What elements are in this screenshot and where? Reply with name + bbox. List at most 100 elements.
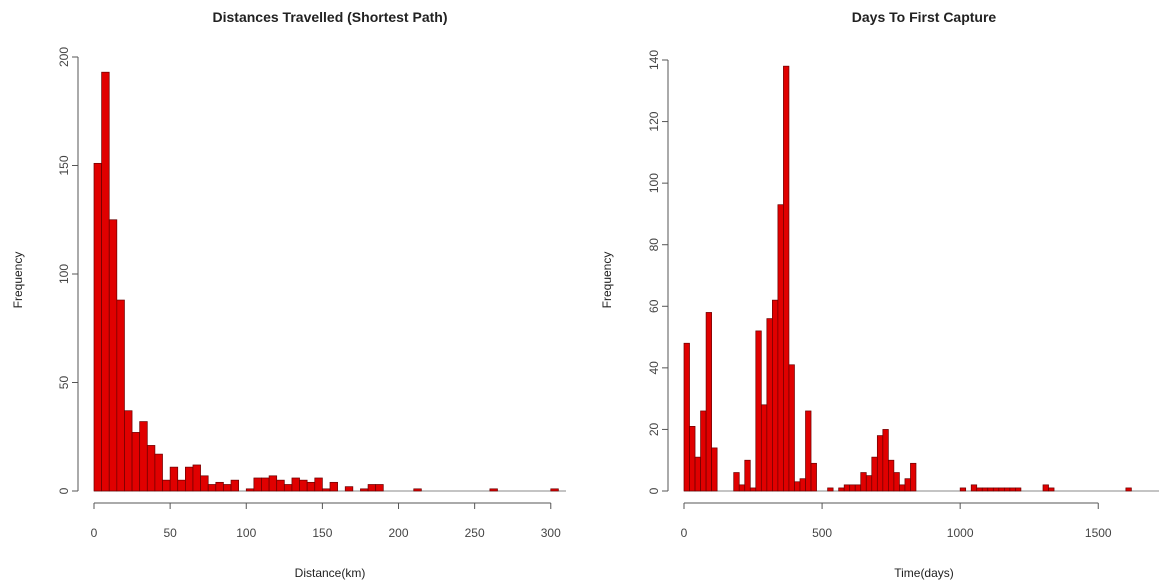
- distance-bar: [254, 478, 262, 491]
- capture-y-tick-label: 40: [647, 361, 661, 375]
- capture-bar: [739, 485, 745, 491]
- distance-x-tick-label: 0: [91, 526, 98, 540]
- distance-bar: [345, 487, 353, 491]
- distance-bar: [315, 478, 323, 491]
- x-axis-label-capture: Time(days): [894, 566, 954, 580]
- distance-bar: [490, 489, 498, 491]
- distance-bar: [292, 478, 300, 491]
- capture-bar: [684, 343, 690, 491]
- distance-x-tick-label: 150: [312, 526, 332, 540]
- capture-bar: [706, 312, 712, 491]
- capture-bar: [806, 411, 812, 491]
- capture-bar: [861, 473, 867, 491]
- distance-x-tick-label: 250: [465, 526, 485, 540]
- capture-bar: [778, 205, 784, 491]
- distance-bar: [277, 480, 285, 491]
- distance-y-tick-label: 0: [57, 487, 71, 494]
- capture-bar: [850, 485, 856, 491]
- capture-bar: [844, 485, 850, 491]
- capture-bar: [993, 488, 999, 491]
- capture-x-tick-label: 1500: [1085, 526, 1112, 540]
- distance-x-tick-label: 100: [236, 526, 256, 540]
- capture-bar: [701, 411, 707, 491]
- y-axis-label-capture: Frequency: [600, 252, 614, 309]
- capture-bar: [1043, 485, 1049, 491]
- distance-bar: [376, 484, 384, 491]
- distance-bar: [284, 484, 292, 491]
- distance-bar: [117, 300, 125, 491]
- capture-bar: [888, 460, 894, 491]
- distance-bar: [368, 484, 376, 491]
- capture-x-tick-label: 0: [681, 526, 688, 540]
- capture-bar: [1004, 488, 1010, 491]
- distance-bar: [170, 467, 178, 491]
- capture-bar: [1010, 488, 1016, 491]
- distance-bar: [193, 465, 201, 491]
- capture-bar: [877, 436, 883, 491]
- x-axis-label-distance: Distance(km): [295, 566, 366, 580]
- capture-y-tick-label: 0: [647, 487, 661, 494]
- distance-bar: [109, 220, 117, 491]
- distance-bar: [147, 445, 155, 491]
- distance-x-tick-label: 50: [163, 526, 177, 540]
- distance-bar: [246, 489, 254, 491]
- capture-bar: [839, 488, 845, 491]
- capture-bars: [684, 66, 1159, 491]
- distance-bar: [261, 478, 269, 491]
- capture-bar: [734, 473, 740, 491]
- capture-bar: [988, 488, 994, 491]
- chart-title-distance: Distances Travelled (Shortest Path): [213, 9, 448, 25]
- capture-bar: [794, 482, 800, 491]
- distance-bar: [414, 489, 422, 491]
- capture-y-tick-label: 140: [647, 50, 661, 70]
- capture-bar: [745, 460, 751, 491]
- capture-bar: [756, 331, 762, 491]
- capture-bar: [855, 485, 861, 491]
- capture-bar: [772, 300, 778, 491]
- capture-y-tick-label: 20: [647, 422, 661, 436]
- capture-bar: [1126, 488, 1132, 491]
- capture-bar: [960, 488, 966, 491]
- distance-bar: [208, 484, 216, 491]
- distance-y-tick-label: 100: [57, 264, 71, 284]
- capture-bar: [910, 463, 916, 491]
- distance-bar: [124, 411, 132, 491]
- capture-bar: [695, 457, 701, 491]
- capture-bar: [828, 488, 834, 491]
- distance-bar: [132, 432, 140, 491]
- capture-bar: [800, 479, 806, 491]
- capture-bar: [783, 66, 789, 491]
- distance-bar: [201, 476, 209, 491]
- capture-bar: [811, 463, 817, 491]
- distance-bar: [322, 489, 330, 491]
- distance-bar: [94, 163, 102, 491]
- capture-bar: [872, 457, 878, 491]
- capture-bar: [866, 476, 872, 491]
- distance-x-tick-label: 300: [541, 526, 561, 540]
- distance-y-tick-label: 50: [57, 376, 71, 390]
- distance-bars: [94, 72, 566, 491]
- capture-bar: [894, 473, 900, 491]
- distance-histogram: Distances Travelled (Shortest Path) Dist…: [11, 9, 566, 580]
- distance-bar: [551, 489, 559, 491]
- distance-bar: [269, 476, 277, 491]
- distance-bar: [178, 480, 186, 491]
- distance-bar: [223, 484, 231, 491]
- chart-title-capture: Days To First Capture: [852, 9, 997, 25]
- distance-bar: [307, 482, 315, 491]
- distance-y-tick-label: 200: [57, 47, 71, 67]
- distance-bar: [163, 480, 171, 491]
- distance-bar: [155, 454, 163, 491]
- capture-time-histogram: Days To First Capture Time(days) Frequen…: [600, 9, 1159, 580]
- capture-y-tick-label: 100: [647, 173, 661, 193]
- capture-y-tick-label: 120: [647, 111, 661, 131]
- capture-bar: [1049, 488, 1055, 491]
- capture-bar: [690, 426, 696, 491]
- distance-bar: [360, 489, 368, 491]
- distance-bar: [300, 480, 308, 491]
- y-axis-label-distance: Frequency: [11, 252, 25, 309]
- distance-bar: [140, 422, 148, 491]
- capture-bar: [899, 485, 905, 491]
- capture-bar: [905, 479, 911, 491]
